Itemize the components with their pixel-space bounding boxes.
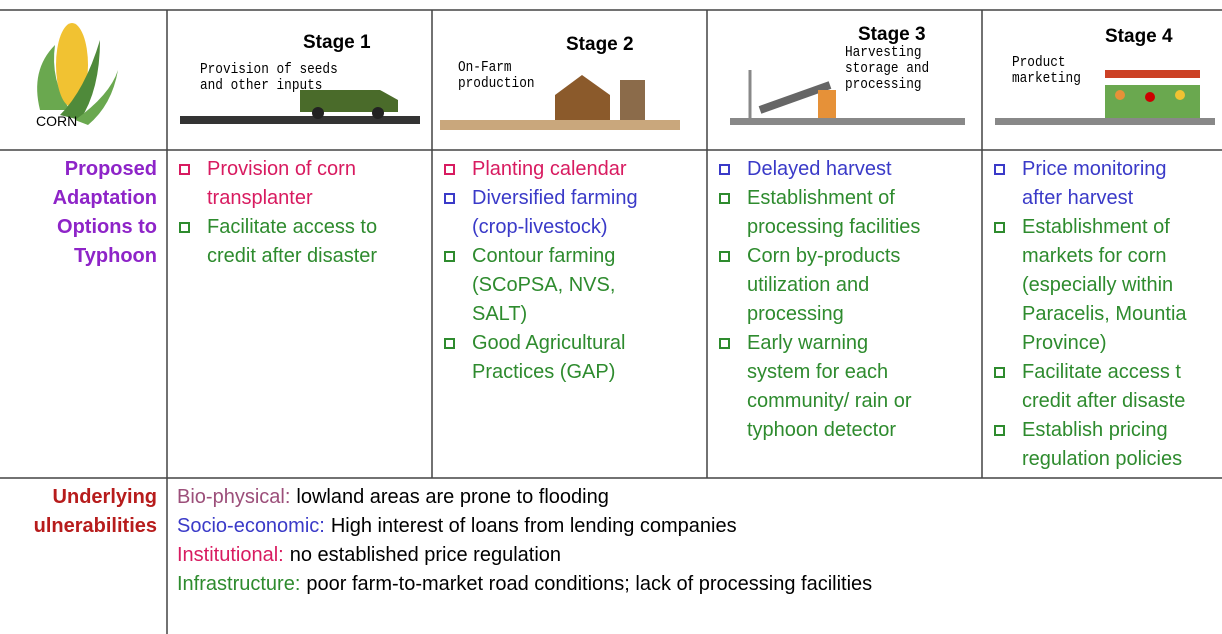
stage-title: Stage 1 [303,32,371,53]
description: poor farm-to-market road conditions; lac… [306,573,873,595]
row-label: ulnerabilities [33,515,157,537]
vulnerability: Institutional: no established price regul… [177,541,561,570]
option-text: (SCoPSA, NVS, [472,274,616,296]
option-text: (especially within [1022,274,1174,296]
option-text: typhoon detector [747,419,896,441]
option-text: Early warning [747,332,869,354]
stage-caption: Provision of seeds [200,61,338,78]
option-text: Planting calendar [472,158,627,180]
stage-caption: production [458,75,535,92]
row-label: Options to [57,216,157,238]
row-label: Typhoon [74,245,157,267]
option-text: SALT) [472,303,528,325]
stage-title: Stage 3 [858,24,926,45]
option-text: Provision of corn [207,158,356,180]
checkbox [444,164,455,175]
row-label: Adaptation [52,187,157,209]
stage-caption: Harvesting [845,44,922,61]
option-text: community/ rain or [747,390,912,412]
stage-caption: processing [845,76,922,93]
checkbox [444,193,455,204]
stage-caption: marketing [1012,70,1081,87]
vulnerability: Socio-economic: High interest of loans fr… [177,512,737,541]
option-text: Diversified farming [472,187,638,209]
stage-title: Stage 2 [566,34,634,55]
option-text: Corn by-products [747,245,901,267]
stage-caption: storage and [845,60,930,77]
corn-icon [37,23,118,125]
option-text: processing facilities [747,216,921,238]
vulnerability: Bio-physical: lowland areas are prone to … [177,483,609,512]
description: no established price regulation [289,544,562,566]
checkbox [994,222,1005,233]
option-text: Delayed harvest [747,158,892,180]
stage-title: Stage 4 [1105,26,1173,47]
option-text: system for each [747,361,889,383]
checkbox [179,222,190,233]
checkbox [719,164,730,175]
option-text: Establishment of [1022,216,1170,238]
option-text: processing [747,303,844,325]
truck-icon [180,90,420,124]
checkbox [994,367,1005,378]
option-text: credit after disaster [207,245,378,267]
option-text: transplanter [207,187,313,209]
row-label: Underlying [52,486,157,508]
option-text: Good Agricultural [472,332,626,354]
category: Bio-physical: [177,486,291,508]
option-text: after harvest [1022,187,1134,209]
category: Socio-economic: [177,515,325,537]
option-text: utilization and [747,274,870,296]
stage-caption: and other inputs [200,77,323,94]
option-text: Paracelis, Mountia [1022,303,1187,325]
stage-caption: Product [1012,54,1066,71]
category: Infrastructure: [177,573,301,595]
option-text: Contour farming [472,245,616,267]
option-text: (crop-livestock) [472,216,608,238]
checkbox [994,425,1005,436]
option-text: regulation policies [1022,448,1183,470]
option-text: Practices (GAP) [472,361,616,383]
stage-caption: On-Farm [458,59,512,76]
option-text: Establish pricing [1022,419,1168,441]
checkbox [179,164,190,175]
checkbox [719,193,730,204]
option-text: Province) [1022,332,1107,354]
row-label: Proposed [64,158,157,180]
option-text: Establishment of [747,187,895,209]
checkbox [444,338,455,349]
description: lowland areas are prone to flooding [296,486,609,508]
checkbox [444,251,455,262]
option-text: Facilitate access t [1022,361,1181,383]
option-text: credit after disaste [1022,390,1186,412]
category: Institutional: [177,544,284,566]
vulnerability: Infrastructure: poor farm-to-market road … [177,570,872,599]
processing-icon [730,70,965,125]
description: High interest of loans from lending comp… [330,515,737,537]
option-text: Price monitoring [1022,158,1167,180]
checkbox [719,251,730,262]
farm-icon [440,75,680,130]
checkbox [994,164,1005,175]
option-text: Facilitate access to [207,216,378,238]
market-icon [995,70,1215,125]
checkbox [719,338,730,349]
crop-label: CORN [36,113,78,129]
option-text: markets for corn [1022,245,1167,267]
